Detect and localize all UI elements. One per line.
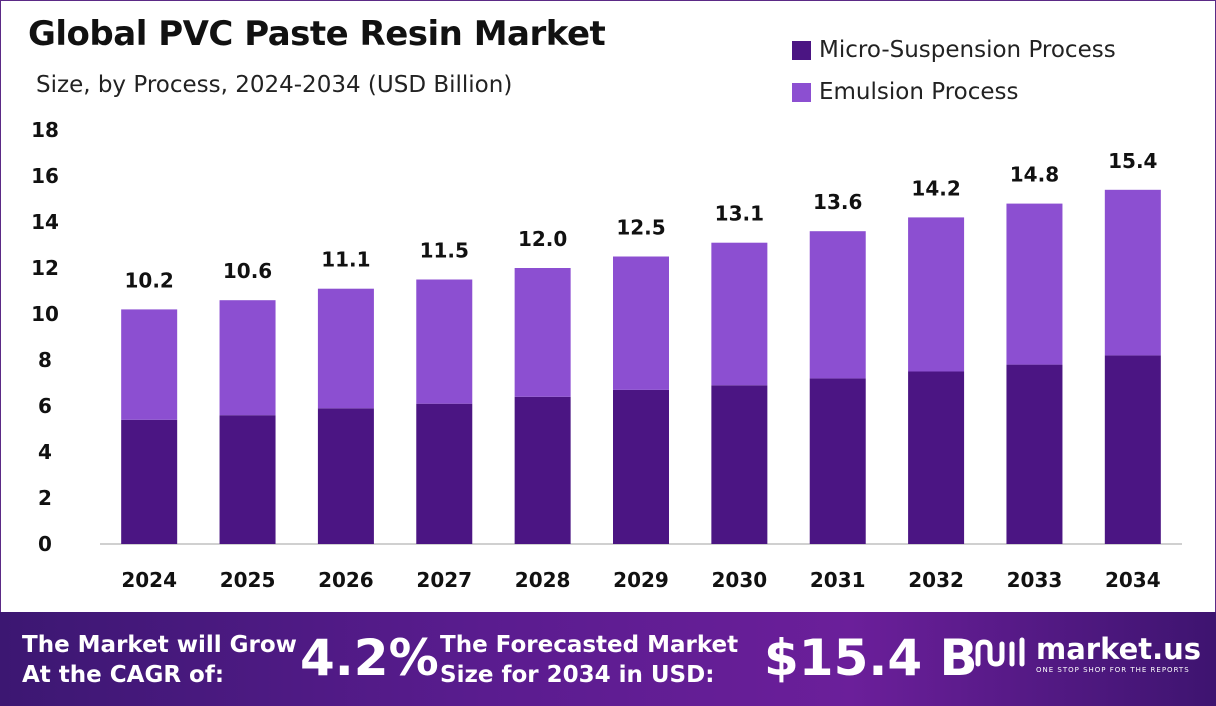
bar-micro-suspension-2031 [809, 378, 866, 544]
footer-banner: The Market will Grow At the CAGR of: 4.2… [0, 612, 1216, 706]
forecast-label: The Forecasted Market Size for 2034 in U… [440, 630, 738, 690]
bar-emulsion-2033 [1006, 203, 1063, 365]
cagr-label-line2: At the CAGR of: [22, 662, 225, 688]
market-us-logo-icon [975, 637, 1025, 667]
bar-micro-suspension-2032 [908, 371, 965, 544]
legend: Micro-Suspension Process Emulsion Proces… [792, 36, 1116, 120]
x-tick-label-2027: 2027 [416, 568, 472, 592]
bar-emulsion-2029 [613, 256, 669, 390]
bar-emulsion-2034 [1104, 189, 1161, 356]
legend-swatch-emulsion [792, 82, 811, 102]
chart-subtitle: Size, by Process, 2024-2034 (USD Billion… [36, 72, 513, 98]
x-tick-label-2031: 2031 [810, 568, 866, 592]
bar-emulsion-2024 [121, 309, 178, 420]
bar-micro-suspension-2024 [121, 419, 178, 544]
bar-micro-suspension-2027 [416, 403, 473, 544]
y-tick-label-12: 12 [31, 256, 59, 280]
bar-emulsion-2032 [908, 217, 965, 372]
bar-emulsion-2026 [317, 288, 374, 409]
total-label-2027: 11.5 [420, 239, 469, 263]
x-tick-label-2032: 2032 [908, 568, 964, 592]
total-label-2034: 15.4 [1108, 149, 1157, 173]
legend-swatch-micro-suspension [792, 40, 811, 60]
x-tick-label-2030: 2030 [712, 568, 768, 592]
x-tick-label-2025: 2025 [220, 568, 276, 592]
total-label-2031: 13.6 [813, 190, 862, 214]
total-label-2025: 10.6 [223, 259, 272, 283]
total-label-2028: 12.0 [518, 227, 567, 251]
y-tick-label-10: 10 [31, 302, 59, 326]
total-label-2029: 12.5 [616, 216, 665, 240]
cagr-value: 4.2% [300, 629, 439, 687]
total-label-2030: 13.1 [715, 202, 764, 226]
y-tick-label-16: 16 [31, 164, 59, 188]
total-label-2026: 11.1 [321, 248, 370, 272]
bar-micro-suspension-2030 [711, 385, 768, 544]
x-tick-label-2034: 2034 [1105, 568, 1161, 592]
legend-label-emulsion: Emulsion Process [819, 79, 1019, 105]
y-tick-label-4: 4 [38, 440, 52, 464]
brand-tagline: ONE STOP SHOP FOR THE REPORTS [1036, 666, 1190, 674]
forecast-label-line1: The Forecasted Market [440, 632, 739, 658]
bar-micro-suspension-2034 [1104, 355, 1161, 544]
forecast-value: $15.4 B [764, 629, 978, 687]
legend-item-emulsion: Emulsion Process [792, 78, 1116, 106]
total-label-2024: 10.2 [125, 268, 174, 292]
bar-micro-suspension-2029 [613, 389, 669, 544]
bar-micro-suspension-2033 [1006, 364, 1063, 544]
cagr-label-line1: The Market will Grow [22, 632, 297, 658]
bar-micro-suspension-2028 [514, 396, 571, 544]
forecast-label-line2: Size for 2034 in USD: [440, 662, 715, 688]
bar-emulsion-2030 [711, 242, 768, 386]
bar-chart: 0 2 4 6 8 10 12 14 16 18 10.2 2024 10.6 2025 11.1 2026 1… [31, 118, 1182, 592]
brand-name: market.us [1036, 632, 1202, 666]
legend-label-micro-suspension: Micro-Suspension Process [819, 37, 1116, 63]
total-label-2032: 14.2 [911, 176, 960, 200]
y-tick-label-14: 14 [31, 210, 59, 234]
x-tick-label-2028: 2028 [515, 568, 571, 592]
bar-emulsion-2027 [416, 279, 473, 404]
x-tick-label-2033: 2033 [1007, 568, 1063, 592]
x-tick-label-2026: 2026 [318, 568, 374, 592]
bar-micro-suspension-2025 [219, 415, 276, 544]
y-tick-label-6: 6 [38, 394, 52, 418]
x-tick-label-2029: 2029 [613, 568, 669, 592]
y-tick-label-18: 18 [31, 118, 59, 142]
bar-emulsion-2031 [809, 231, 866, 379]
cagr-label: The Market will Grow At the CAGR of: [22, 630, 297, 690]
bar-emulsion-2028 [514, 268, 571, 397]
bar-micro-suspension-2026 [317, 408, 374, 544]
y-tick-label-2: 2 [38, 486, 52, 510]
chart-title: Global PVC Paste Resin Market [28, 14, 606, 54]
total-label-2033: 14.8 [1010, 163, 1059, 187]
legend-item-micro-suspension: Micro-Suspension Process [792, 36, 1116, 64]
x-tick-label-2024: 2024 [121, 568, 177, 592]
bar-emulsion-2025 [219, 300, 276, 416]
brand-logo: market.us ONE STOP SHOP FOR THE REPORTS [972, 634, 1201, 674]
y-tick-label-0: 0 [38, 532, 52, 556]
y-tick-label-8: 8 [38, 348, 52, 372]
